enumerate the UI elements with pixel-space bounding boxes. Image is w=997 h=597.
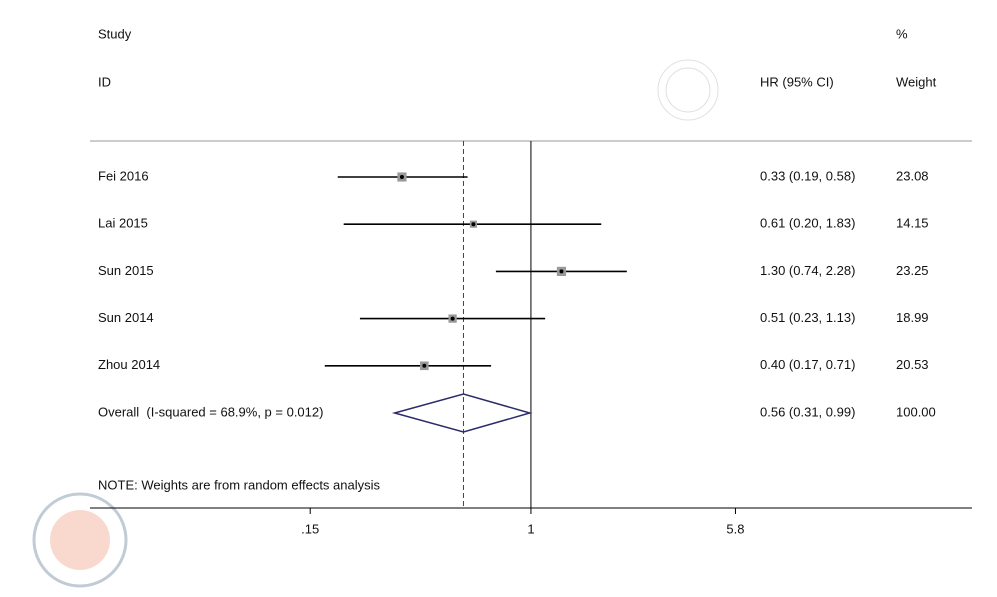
ci-label: 0.40 (0.17, 0.71) xyxy=(760,357,855,372)
weight-label: 23.08 xyxy=(896,168,929,183)
x-tick-label: 1 xyxy=(527,521,534,536)
study-name: Sun 2015 xyxy=(98,263,154,278)
x-tick-label: .15 xyxy=(301,521,319,536)
point-estimate xyxy=(559,269,564,274)
study-name: Lai 2015 xyxy=(98,216,148,231)
point-estimate xyxy=(399,175,404,179)
weight-label: 18.99 xyxy=(896,310,929,325)
weight-label: 100.00 xyxy=(896,404,936,419)
watermark xyxy=(657,59,719,121)
header-effect: HR (95% CI) xyxy=(760,74,834,89)
ci-label: 1.30 (0.74, 2.28) xyxy=(760,263,855,278)
point-estimate xyxy=(450,316,455,321)
ci-label: 0.56 (0.31, 0.99) xyxy=(760,404,855,419)
header-pct: % xyxy=(896,26,908,41)
overall-diamond xyxy=(391,393,533,433)
study-name: Sun 2014 xyxy=(98,310,154,325)
study-name: Fei 2016 xyxy=(98,168,149,183)
x-tick-label: 5.8 xyxy=(726,521,744,536)
header-study: Study xyxy=(98,26,132,41)
overall-name: Overall (I-squared = 68.9%, p = 0.012) xyxy=(98,404,323,419)
weight-label: 14.15 xyxy=(896,216,929,231)
header-weight: Weight xyxy=(896,74,937,89)
header-id: ID xyxy=(98,74,111,89)
weight-label: 20.53 xyxy=(896,357,929,372)
point-estimate xyxy=(422,363,427,368)
point-estimate xyxy=(471,222,476,227)
ci-label: 0.51 (0.23, 1.13) xyxy=(760,310,855,325)
weight-label: 23.25 xyxy=(896,263,929,278)
study-name: Zhou 2014 xyxy=(98,357,160,372)
note: NOTE: Weights are from random effects an… xyxy=(98,477,381,492)
logo xyxy=(32,492,128,588)
ci-label: 0.33 (0.19, 0.58) xyxy=(760,168,855,183)
ci-label: 0.61 (0.20, 1.83) xyxy=(760,216,855,231)
